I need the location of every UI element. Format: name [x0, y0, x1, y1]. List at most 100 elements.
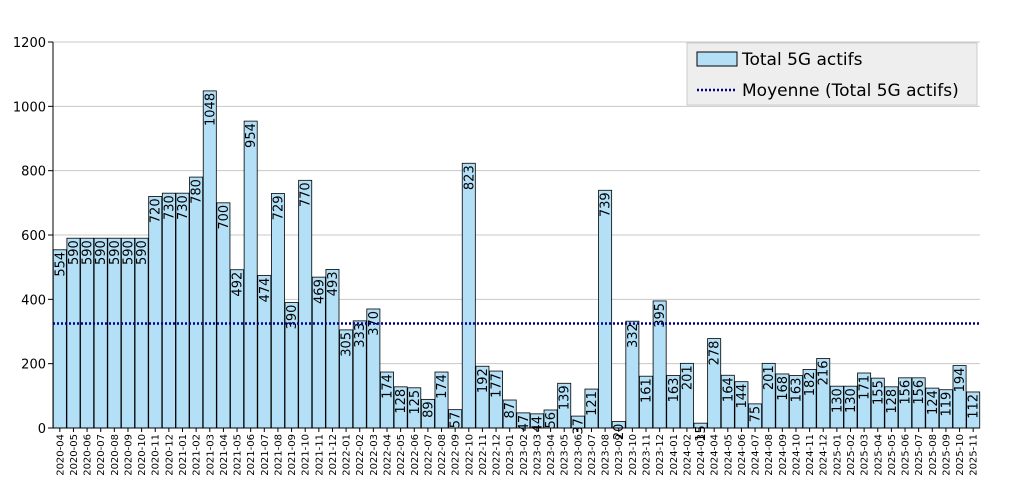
bar	[80, 237, 95, 429]
x-tick-label: 2022-01	[342, 434, 353, 476]
data-label: 954	[244, 123, 259, 148]
bar	[202, 90, 217, 429]
data-label: 390	[285, 305, 300, 330]
data-label: 87	[503, 402, 518, 419]
bar	[461, 162, 476, 429]
data-label: 177	[490, 373, 505, 398]
x-tick-label: 2021-05	[233, 434, 244, 476]
data-label: 75	[749, 406, 764, 423]
x-tick-label: 2023-11	[642, 434, 653, 476]
y-axis-ticks: 0 200 400 600 800 1000 1200	[13, 36, 53, 437]
x-tick-label: 2025-10	[955, 434, 966, 476]
data-label: 730	[176, 195, 191, 220]
x-tick-label: 2023-12	[655, 434, 666, 476]
x-tick-label: 2025-06	[901, 434, 912, 476]
data-label: 15	[694, 425, 709, 442]
bar	[243, 120, 258, 429]
data-label: 192	[476, 368, 491, 393]
x-tick-label: 2021-03	[205, 434, 216, 476]
x-tick-label: 2022-05	[396, 434, 407, 476]
y-tick-label: 1000	[13, 100, 46, 115]
data-label: 124	[926, 390, 941, 415]
x-tick-label: 2020-04	[55, 434, 66, 476]
data-label: 128	[394, 389, 409, 414]
x-tick-label: 2025-09	[941, 434, 952, 476]
x-tick-label: 2022-04	[382, 434, 393, 476]
data-labels: 5545905905905905905907207307307801048700…	[53, 93, 981, 442]
data-label: 130	[830, 388, 845, 413]
x-tick-label: 2021-01	[178, 434, 189, 476]
x-tick-label: 2024-08	[764, 434, 775, 476]
x-tick-label: 2025-02	[846, 434, 857, 476]
data-label: 332	[626, 323, 641, 348]
data-label: 590	[81, 240, 96, 265]
bar	[161, 192, 176, 429]
y-tick-label: 600	[21, 229, 46, 244]
x-tick-label: 2024-04	[710, 434, 721, 476]
x-tick-label: 2023-06	[573, 434, 584, 476]
x-tick-label: 2024-01	[669, 434, 680, 476]
x-tick-label: 2025-11	[969, 434, 980, 476]
data-label: 590	[108, 240, 123, 265]
data-label: 57	[449, 412, 464, 429]
x-tick-label: 2022-09	[451, 434, 462, 476]
x-tick-label: 2024-03	[696, 434, 707, 476]
x-tick-label: 2021-08	[273, 434, 284, 476]
legend: Total 5G actifs Moyenne (Total 5G actifs…	[686, 42, 978, 106]
x-axis-ticks: 2020-04 2020-05 2020-06 2020-07 2020-08 2020-…	[55, 428, 980, 476]
data-label: 493	[326, 271, 341, 296]
data-label: 112	[967, 394, 982, 419]
bars	[52, 90, 981, 429]
x-tick-label: 2025-04	[873, 434, 884, 476]
x-tick-label: 2025-08	[928, 434, 939, 476]
data-label: 164	[721, 377, 736, 402]
data-label: 139	[558, 385, 573, 410]
data-label: 144	[735, 384, 750, 409]
x-tick-label: 2024-07	[751, 434, 762, 476]
x-tick-label: 2020-08	[110, 434, 121, 476]
x-tick-label: 2021-06	[246, 434, 257, 476]
x-tick-label: 2020-06	[83, 434, 94, 476]
x-tick-label: 2025-07	[914, 434, 925, 476]
data-label: 201	[680, 365, 695, 390]
x-tick-label: 2024-09	[778, 434, 789, 476]
data-label: 89	[421, 401, 436, 418]
x-tick-label: 2023-10	[628, 434, 639, 476]
x-tick-label: 2020-07	[96, 434, 107, 476]
data-label: 119	[939, 392, 954, 417]
x-tick-label: 2021-04	[219, 434, 230, 476]
x-tick-label: 2025-01	[832, 434, 843, 476]
x-tick-label: 2023-08	[601, 434, 612, 476]
x-tick-label: 2022-06	[410, 434, 421, 476]
x-tick-label: 2024-10	[791, 434, 802, 476]
x-tick-label: 2024-02	[682, 434, 693, 476]
x-tick-label: 2025-03	[860, 434, 871, 476]
data-label: 823	[462, 165, 477, 190]
bar	[189, 176, 204, 429]
data-label: 37	[571, 418, 586, 435]
y-tick-label: 400	[21, 293, 46, 308]
data-label: 700	[217, 205, 232, 230]
data-label: 128	[885, 389, 900, 414]
x-tick-label: 2023-07	[587, 434, 598, 476]
y-tick-label: 1200	[13, 36, 46, 51]
x-tick-label: 2023-01	[505, 434, 516, 476]
x-tick-label: 2024-12	[819, 434, 830, 476]
data-label: 171	[858, 375, 873, 400]
data-label: 469	[312, 279, 327, 304]
x-tick-label: 2023-05	[560, 434, 571, 476]
data-label: 590	[94, 240, 109, 265]
x-tick-label: 2024-05	[723, 434, 734, 476]
data-label: 770	[299, 182, 314, 207]
x-tick-label: 2022-08	[437, 434, 448, 476]
data-label: 161	[640, 378, 655, 403]
x-tick-label: 2023-09	[614, 434, 625, 476]
data-label: 156	[899, 380, 914, 405]
data-label: 216	[817, 361, 832, 386]
data-label: 492	[231, 272, 246, 297]
x-tick-label: 2021-12	[328, 434, 339, 476]
y-tick-label: 800	[21, 165, 46, 180]
data-label: 333	[353, 323, 368, 348]
data-label: 156	[912, 380, 927, 405]
